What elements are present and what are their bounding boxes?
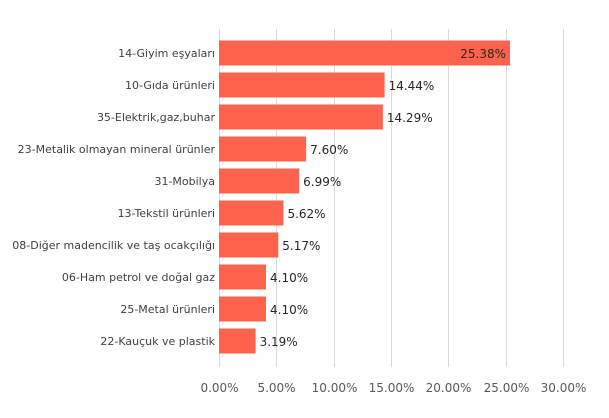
x-tick-label: 5.00%	[257, 381, 295, 395]
category-label: 06-Ham petrol ve doğal gaz	[62, 271, 215, 284]
value-label: 3.19%	[260, 335, 298, 349]
value-labels: 25.38% 14.44% 14.29% 7.60% 6.99% 5.62% 5.17% 4.…	[260, 47, 506, 349]
category-labels: 14-Giyim eşyaları 10-Gıda ürünleri 35-Elek…	[12, 47, 215, 348]
x-tick-label: 20.00%	[426, 381, 472, 395]
bar	[219, 136, 307, 162]
bar	[219, 72, 385, 98]
bar	[219, 40, 511, 66]
value-label: 5.62%	[287, 207, 325, 221]
value-label: 4.10%	[270, 303, 308, 317]
category-label: 31-Mobilya	[154, 175, 215, 188]
bar	[219, 264, 267, 290]
x-tick-label: 30.00%	[541, 381, 587, 395]
bar	[219, 232, 279, 258]
value-label: 6.99%	[303, 175, 341, 189]
x-tick-label: 15.00%	[369, 381, 415, 395]
value-label: 5.17%	[282, 239, 320, 253]
value-label: 4.10%	[270, 271, 308, 285]
x-tick-label: 10.00%	[312, 381, 358, 395]
x-tick-label: 25.00%	[484, 381, 530, 395]
bars	[219, 40, 511, 354]
value-label: 7.60%	[310, 143, 348, 157]
category-label: 10-Gıda ürünleri	[125, 79, 215, 92]
category-label: 08-Diğer madencilik ve taş ocakçılığı	[12, 239, 215, 252]
bar	[219, 296, 267, 322]
category-label: 35-Elektrik,gaz,buhar	[97, 111, 216, 124]
value-label: 14.44%	[389, 79, 435, 93]
category-label: 22-Kauçuk ve plastik	[100, 335, 215, 348]
category-label: 23-Metalik olmayan mineral ürünler	[18, 143, 216, 156]
bar	[219, 104, 383, 130]
x-tick-label: 0.00%	[200, 381, 238, 395]
value-label: 25.38%	[460, 47, 506, 61]
category-label: 14-Giyim eşyaları	[118, 47, 215, 60]
x-axis-tick-labels: 0.00% 5.00% 10.00% 15.00% 20.00% 25.00% 30.00%	[200, 381, 586, 395]
bar	[219, 200, 284, 226]
category-label: 13-Tekstil ürünleri	[118, 207, 215, 220]
value-label: 14.29%	[387, 111, 433, 125]
bar	[219, 328, 256, 354]
category-label: 25-Metal ürünleri	[120, 303, 215, 316]
bar	[219, 168, 300, 194]
